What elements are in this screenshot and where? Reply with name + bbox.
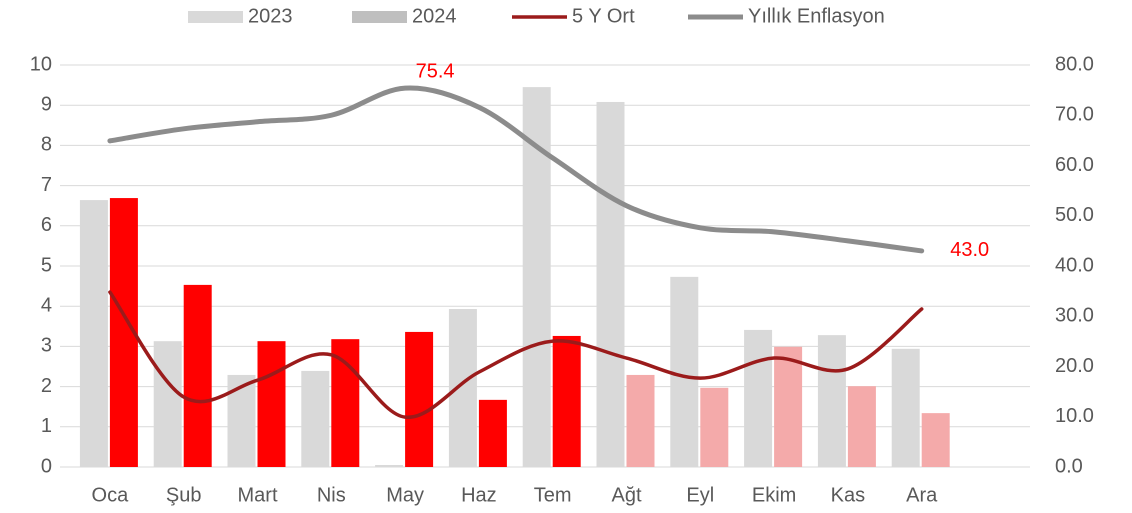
x-tick-label: May [386, 484, 424, 506]
x-tick-label: Mart [238, 484, 278, 506]
bar [79, 200, 108, 467]
y2-tick-label: 80.0 [1055, 53, 1094, 75]
bar [257, 341, 286, 467]
legend-swatch [352, 11, 407, 23]
x-tick-label: Eyl [686, 484, 714, 506]
x-tick-label: Ekim [752, 484, 796, 506]
bar [478, 399, 507, 467]
y-tick-label: 6 [41, 214, 52, 236]
legend-label: 2024 [412, 5, 457, 27]
bar [596, 101, 625, 467]
y2-tick-label: 70.0 [1055, 104, 1094, 126]
y-tick-label: 10 [30, 53, 52, 75]
y-tick-label: 3 [41, 335, 52, 357]
x-tick-label: Haz [461, 484, 497, 506]
bar [227, 374, 256, 467]
y-tick-label: 2 [41, 375, 52, 397]
y-tick-label: 8 [41, 134, 52, 156]
x-tick-label: Oca [92, 484, 130, 506]
x-tick-label: Ara [906, 484, 938, 506]
bar [891, 348, 920, 467]
bar [301, 370, 330, 467]
y2-tick-label: 30.0 [1055, 305, 1094, 327]
bar [183, 284, 212, 467]
y2-tick-label: 20.0 [1055, 355, 1094, 377]
bar [921, 413, 950, 467]
bar [817, 335, 846, 467]
line [108, 290, 924, 419]
y2-tick-label: 10.0 [1055, 405, 1094, 427]
bar [744, 329, 773, 467]
x-tick-label: Şub [166, 484, 202, 506]
legend-label: 2023 [248, 5, 293, 27]
bar [331, 339, 360, 467]
y-tick-label: 7 [41, 174, 52, 196]
x-tick-label: Tem [534, 484, 572, 506]
y-tick-label: 1 [41, 415, 52, 437]
bar [847, 386, 876, 467]
x-tick-label: Ağt [611, 484, 641, 506]
y-tick-label: 9 [41, 93, 52, 115]
data-label: 75.4 [416, 60, 455, 82]
x-tick-label: Kas [831, 484, 865, 506]
bar [375, 464, 404, 467]
bar [552, 335, 581, 467]
bar [700, 387, 729, 467]
bar [670, 276, 699, 467]
legend-label: 5 Y Ort [572, 5, 635, 27]
y2-tick-label: 50.0 [1055, 204, 1094, 226]
legend-label: Yıllık Enflasyon [748, 5, 885, 27]
bar [774, 346, 803, 467]
y2-tick-label: 60.0 [1055, 154, 1094, 176]
y-tick-label: 0 [41, 455, 52, 477]
y2-tick-label: 0.0 [1055, 455, 1083, 477]
y-tick-label: 4 [41, 294, 52, 316]
bar [626, 374, 655, 467]
data-label: 43.0 [950, 239, 989, 261]
x-tick-label: Nis [317, 484, 346, 506]
bar [405, 331, 434, 467]
line [107, 85, 925, 254]
y2-tick-label: 40.0 [1055, 254, 1094, 276]
bar [153, 341, 182, 467]
legend-swatch [188, 11, 243, 23]
bar [448, 309, 477, 467]
y-tick-label: 5 [41, 254, 52, 276]
